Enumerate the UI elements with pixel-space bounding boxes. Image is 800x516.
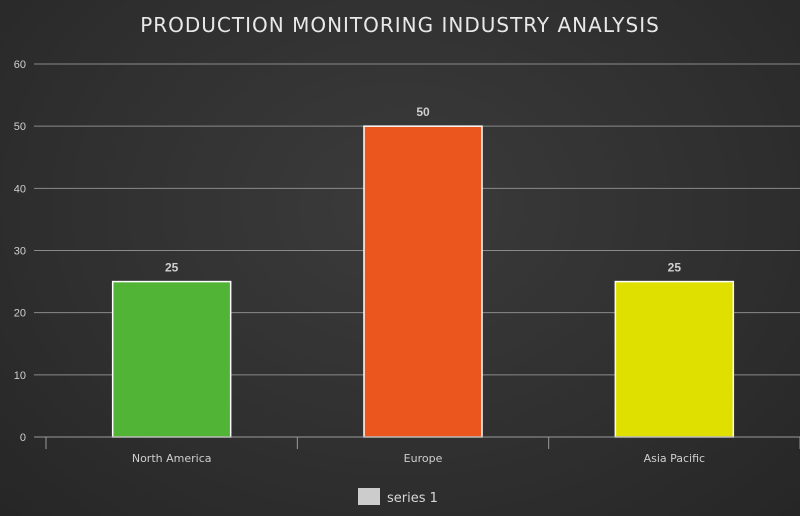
chart-title: PRODUCTION MONITORING INDUSTRY ANALYSIS xyxy=(140,13,660,37)
x-tick-label: North America xyxy=(132,452,212,465)
y-tick-label: 0 xyxy=(20,432,26,444)
y-tick-label: 40 xyxy=(14,183,26,195)
y-tick-label: 10 xyxy=(14,370,26,382)
bar-north-america[interactable] xyxy=(111,280,232,438)
y-tick-label: 60 xyxy=(14,59,26,71)
bar-europe[interactable] xyxy=(363,125,483,438)
legend[interactable]: series 1 xyxy=(358,488,438,506)
x-axis: North America Europe Asia Pacific xyxy=(34,436,800,465)
x-tick-label: Asia Pacific xyxy=(644,452,706,465)
y-tick-label: 30 xyxy=(14,246,26,258)
data-label: 25 xyxy=(165,261,179,275)
bars: 25 50 25 xyxy=(111,105,735,438)
bar-asia-pacific[interactable] xyxy=(614,280,735,438)
legend-swatch xyxy=(358,488,380,505)
x-tick-label: Europe xyxy=(404,452,443,465)
legend-item[interactable]: series 1 xyxy=(358,488,438,506)
data-label: 25 xyxy=(668,261,682,275)
y-axis-ticks: 0 10 20 30 40 50 60 xyxy=(14,59,26,444)
data-label: 50 xyxy=(416,105,430,119)
y-tick-label: 50 xyxy=(14,121,26,133)
y-tick-label: 20 xyxy=(14,308,26,320)
legend-label: series 1 xyxy=(387,491,438,506)
